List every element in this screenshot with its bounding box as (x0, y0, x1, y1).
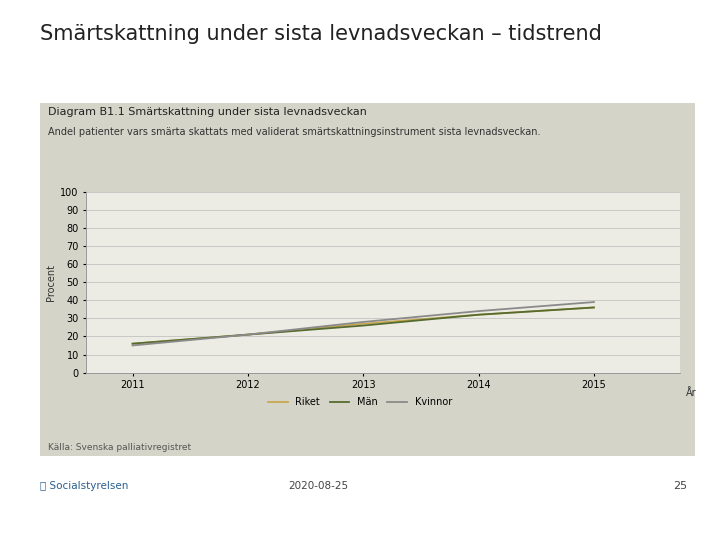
Text: 2020-08-25: 2020-08-25 (288, 481, 348, 491)
Text: Källa: Svenska palliativregistret: Källa: Svenska palliativregistret (48, 443, 192, 452)
Text: 25: 25 (673, 481, 688, 491)
Text: 🏥 Socialstyrelsen: 🏥 Socialstyrelsen (40, 481, 128, 491)
Legend: Riket, Män, Kvinnor: Riket, Män, Kvinnor (264, 393, 456, 411)
Text: År: År (686, 388, 697, 398)
Text: Diagram B1.1 Smärtskattning under sista levnadsveckan: Diagram B1.1 Smärtskattning under sista … (48, 107, 367, 117)
Text: Andel patienter vars smärta skattats med validerat smärtskattningsinstrument sis: Andel patienter vars smärta skattats med… (48, 127, 541, 137)
Text: Smärtskattning under sista levnadsveckan – tidstrend: Smärtskattning under sista levnadsveckan… (40, 24, 601, 44)
Y-axis label: Procent: Procent (46, 264, 56, 301)
